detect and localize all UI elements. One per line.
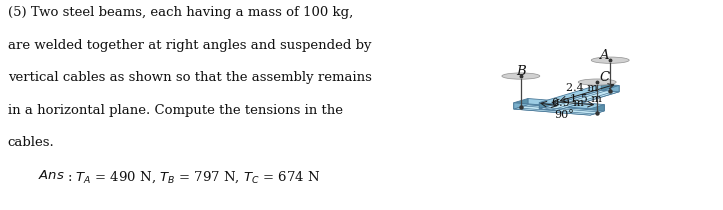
Text: (5) Two steel beams, each having a mass of 100 kg,: (5) Two steel beams, each having a mass … [8, 6, 353, 19]
Ellipse shape [591, 57, 629, 63]
Text: are welded together at right angles and suspended by: are welded together at right angles and … [8, 39, 371, 52]
Polygon shape [539, 102, 557, 110]
Text: vertical cables as shown so that the assembly remains: vertical cables as shown so that the ass… [8, 71, 372, 84]
Text: in a horizontal plane. Compute the tensions in the: in a horizontal plane. Compute the tensi… [8, 104, 343, 117]
Polygon shape [590, 105, 604, 115]
Polygon shape [602, 84, 619, 92]
Polygon shape [539, 90, 619, 110]
Text: : $T_A$ = 490 N, $T_B$ = 797 N, $T_C$ = 674 N: : $T_A$ = 490 N, $T_B$ = 797 N, $T_C$ = … [67, 169, 320, 185]
Polygon shape [514, 105, 604, 115]
Text: cables.: cables. [8, 136, 54, 150]
Polygon shape [514, 98, 528, 109]
Polygon shape [514, 103, 590, 115]
Text: A: A [599, 50, 609, 63]
Text: B: B [516, 65, 526, 78]
Ellipse shape [502, 73, 540, 79]
Text: 0.9 m: 0.9 m [552, 98, 583, 108]
Text: 90°: 90° [554, 110, 573, 120]
Ellipse shape [578, 79, 616, 85]
Polygon shape [539, 84, 602, 109]
Polygon shape [528, 98, 604, 111]
Polygon shape [557, 85, 619, 110]
Text: C: C [599, 71, 609, 84]
Text: 1.5 m: 1.5 m [570, 94, 602, 104]
Text: 2.4 m: 2.4 m [565, 83, 598, 93]
Text: $\mathit{Ans}$: $\mathit{Ans}$ [38, 169, 65, 182]
